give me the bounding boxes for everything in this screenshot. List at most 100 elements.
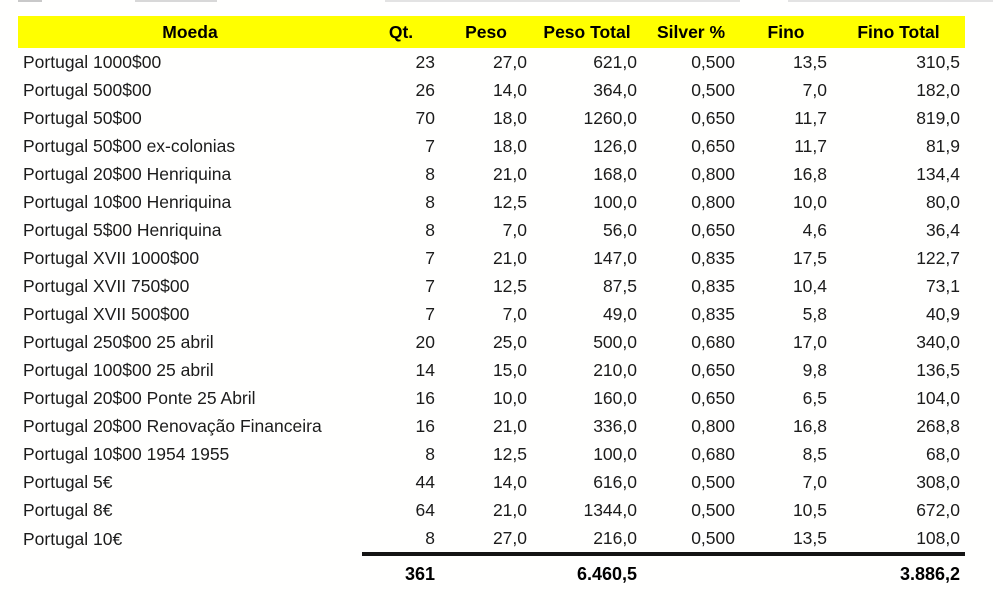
cell-qt: 16	[415, 415, 435, 436]
cell-fino: 16,8	[792, 163, 827, 184]
cell-moeda: Portugal 20$00 Henriquina	[23, 163, 232, 184]
cell-fino_total: 310,5	[916, 51, 960, 72]
cell-peso: 12,5	[492, 443, 527, 464]
cell-peso_total: 500,0	[593, 331, 637, 352]
table-body: Portugal 1000$00 23 27,0 621,0 0,500 13,5 310,…	[18, 48, 965, 554]
cell-fino_total: 819,0	[916, 107, 960, 128]
cell-peso: 14,0	[492, 471, 527, 492]
cell-peso_total: 336,0	[593, 415, 637, 436]
cell-silver_pct: 0,835	[691, 247, 735, 268]
cell-moeda: Portugal 8€	[23, 499, 113, 520]
cell-peso_total: 210,0	[593, 359, 637, 380]
table-row: Portugal 50$00 ex-colonias 7 18,0 126,0 0,65…	[18, 132, 965, 160]
cell-silver_pct: 0,680	[691, 331, 735, 352]
cell-silver_pct: 0,500	[691, 527, 735, 548]
table-row: Portugal 5€ 44 14,0 616,0 0,500 7,0 308,0	[18, 468, 965, 496]
cell-fino_total: 104,0	[916, 387, 960, 408]
cell-moeda: Portugal 500$00	[23, 79, 152, 100]
cell-fino_total: 68,0	[925, 443, 960, 464]
cell-silver_pct: 0,800	[691, 191, 735, 212]
cell-peso: 27,0	[492, 527, 527, 548]
cell-fino_total: 136,5	[916, 359, 960, 380]
total-empty-moeda	[18, 554, 362, 592]
col-header-silver-pct: Silver %	[642, 16, 740, 48]
table-row: Portugal 10$00 1954 1955 8 12,5 100,0 0,680 8…	[18, 440, 965, 468]
table-row: Portugal 500$00 26 14,0 364,0 0,500 7,0 182,0	[18, 76, 965, 104]
cell-silver_pct: 0,650	[691, 107, 735, 128]
cell-qt: 23	[415, 51, 435, 72]
coin-inventory-table: Moeda Qt. Peso Peso Total Silver % Fino …	[18, 16, 965, 592]
cell-peso: 10,0	[492, 387, 527, 408]
cell-moeda: Portugal 10€	[23, 528, 123, 549]
cell-moeda: Portugal 50$00	[23, 107, 142, 128]
cell-moeda: Portugal XVII 500$00	[23, 303, 190, 324]
cell-silver_pct: 0,835	[691, 303, 735, 324]
cell-silver_pct: 0,835	[691, 275, 735, 296]
cell-fino_total: 73,1	[925, 275, 960, 296]
cell-peso: 21,0	[492, 499, 527, 520]
cell-moeda: Portugal 250$00 25 abril	[23, 331, 214, 352]
cell-fino_total: 40,9	[925, 303, 960, 324]
total-fino-total: 3.886,2	[832, 552, 965, 592]
cell-qt: 44	[415, 471, 435, 492]
cell-fino: 7,0	[802, 471, 827, 492]
cell-silver_pct: 0,650	[691, 135, 735, 156]
cell-silver_pct: 0,500	[691, 499, 735, 520]
cell-qt: 8	[425, 163, 435, 184]
cell-peso_total: 621,0	[593, 51, 637, 72]
cell-qt: 7	[425, 303, 435, 324]
cell-peso_total: 216,0	[593, 527, 637, 548]
cell-silver_pct: 0,800	[691, 163, 735, 184]
cell-fino: 8,5	[802, 443, 827, 464]
cell-fino: 16,8	[792, 415, 827, 436]
table-row: Portugal XVII 750$00 7 12,5 87,5 0,835 10,4 73…	[18, 272, 965, 300]
cell-moeda: Portugal XVII 750$00	[23, 275, 190, 296]
total-empty-peso	[440, 552, 532, 592]
cell-peso: 14,0	[492, 79, 527, 100]
col-header-peso: Peso	[440, 16, 532, 48]
cell-peso_total: 100,0	[593, 443, 637, 464]
cell-fino: 5,8	[802, 303, 827, 324]
cell-peso: 18,0	[492, 135, 527, 156]
cell-qt: 8	[425, 191, 435, 212]
col-header-peso-total: Peso Total	[532, 16, 642, 48]
cell-peso_total: 87,5	[602, 275, 637, 296]
cell-moeda: Portugal XVII 1000$00	[23, 247, 200, 268]
table-row: Portugal 8€ 64 21,0 1344,0 0,500 10,5 672,0	[18, 496, 965, 524]
cell-fino_total: 80,0	[925, 191, 960, 212]
cell-silver_pct: 0,800	[691, 415, 735, 436]
cell-qt: 20	[415, 331, 435, 352]
cell-peso_total: 160,0	[593, 387, 637, 408]
cell-qt: 8	[425, 527, 435, 548]
table-row: Portugal 20$00 Renovação Financeira 16 21,…	[18, 412, 965, 440]
cell-silver_pct: 0,500	[691, 51, 735, 72]
cell-fino_total: 81,9	[925, 135, 960, 156]
cell-fino: 11,7	[794, 135, 827, 156]
cell-peso_total: 56,0	[602, 219, 637, 240]
cell-peso_total: 616,0	[593, 471, 637, 492]
cell-peso: 12,5	[492, 191, 527, 212]
cell-silver_pct: 0,500	[691, 79, 735, 100]
cell-peso: 7,0	[502, 303, 527, 324]
cell-fino_total: 122,7	[916, 247, 960, 268]
cell-silver_pct: 0,650	[691, 359, 735, 380]
cell-peso: 25,0	[492, 331, 527, 352]
cell-fino_total: 672,0	[916, 499, 960, 520]
cell-fino: 10,5	[792, 499, 827, 520]
cell-peso_total: 1260,0	[583, 107, 637, 128]
cell-peso: 21,0	[492, 247, 527, 268]
col-header-moeda: Moeda	[18, 16, 362, 48]
cell-peso_total: 364,0	[593, 79, 637, 100]
cell-fino: 4,6	[802, 219, 827, 240]
cell-fino: 13,5	[792, 527, 827, 548]
cell-peso: 18,0	[492, 107, 527, 128]
cell-peso: 21,0	[492, 415, 527, 436]
cell-qt: 70	[415, 107, 435, 128]
col-header-fino: Fino	[740, 16, 832, 48]
table-row: Portugal 10€ 8 27,0 216,0 0,500 13,5 108,0	[18, 524, 965, 554]
total-qt: 361	[362, 552, 440, 592]
cell-silver_pct: 0,650	[691, 387, 735, 408]
table-row: Portugal 20$00 Ponte 25 Abril 16 10,0 160,0…	[18, 384, 965, 412]
cell-peso: 21,0	[492, 163, 527, 184]
